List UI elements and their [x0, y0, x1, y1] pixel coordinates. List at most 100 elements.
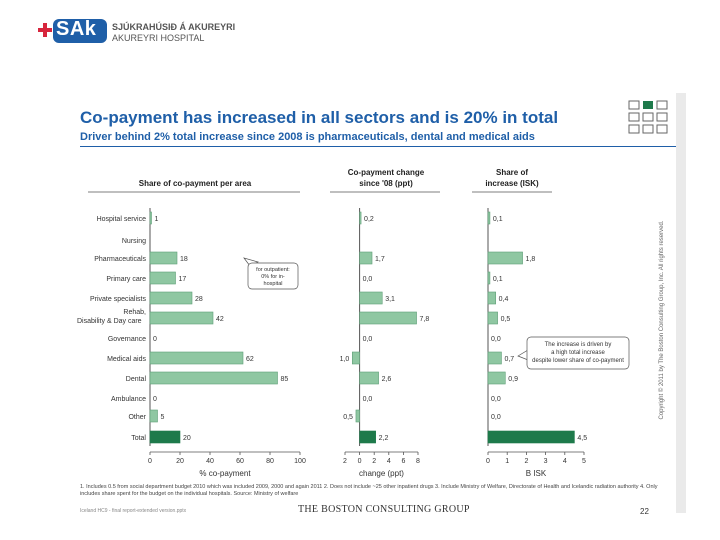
- section-navigator-icon: [628, 100, 668, 134]
- x-tick-label: 5: [582, 458, 586, 465]
- x-tick-label: 0: [486, 458, 490, 465]
- red-cross-icon: [38, 23, 52, 37]
- bcg-logo-text: THE BOSTON CONSULTING GROUP: [298, 504, 470, 515]
- data-label: 20: [183, 435, 191, 442]
- data-label: 1,7: [375, 256, 385, 263]
- bar: [487, 251, 523, 265]
- callout-text: for outpatient:: [256, 267, 290, 273]
- callout-text: hospital: [264, 281, 283, 287]
- logo-mark: SAk: [56, 18, 97, 40]
- data-label: 0,0: [363, 336, 373, 343]
- x-tick-label: 4: [387, 458, 391, 465]
- data-label: 0,4: [499, 296, 509, 303]
- data-label: 1,8: [526, 256, 536, 263]
- data-label: 0,5: [343, 414, 353, 421]
- category-label: Rehab,: [123, 309, 146, 316]
- hospital-name-line2: AKUREYRI HOSPITAL: [112, 33, 205, 43]
- bar: [359, 251, 373, 265]
- bar: [149, 430, 181, 444]
- hospital-logo: [38, 19, 107, 43]
- slide-title: Co-payment has increased in all sectors …: [80, 108, 559, 127]
- panel-title: Share of co-payment per area: [139, 179, 252, 188]
- category-label: Dental: [126, 376, 147, 383]
- title-rule: [80, 146, 676, 147]
- data-label: 17: [179, 276, 187, 283]
- bar: [355, 409, 360, 423]
- bar: [149, 271, 176, 285]
- category-label: Pharmaceuticals: [94, 256, 146, 263]
- x-axis-label: B ISK: [526, 469, 547, 478]
- slide-subtitle: Driver behind 2% total increase since 20…: [80, 131, 535, 143]
- x-axis-label: % co-payment: [199, 469, 251, 478]
- x-tick-label: 2: [524, 458, 528, 465]
- x-tick-label: 6: [401, 458, 405, 465]
- data-label: 0,0: [491, 414, 501, 421]
- data-label: 28: [195, 296, 203, 303]
- x-tick-label: 2: [372, 458, 376, 465]
- category-label: Hospital service: [97, 216, 147, 223]
- bar: [359, 430, 376, 444]
- bar: [149, 311, 214, 325]
- x-tick-label: 20: [176, 458, 184, 465]
- bar: [149, 351, 244, 365]
- x-tick-label: 3: [544, 458, 548, 465]
- copyright-note: Copyright © 2011 by The Boston Consultin…: [659, 220, 665, 420]
- data-label: 0,9: [508, 376, 518, 383]
- data-label: 18: [180, 256, 188, 263]
- x-tick-label: 8: [416, 458, 420, 465]
- data-label: 7,8: [420, 316, 430, 323]
- x-tick-label: 60: [236, 458, 244, 465]
- file-reference: Iceland HC9 - final report-extended vers…: [80, 508, 187, 514]
- category-label: Medical aids: [107, 356, 146, 363]
- callout-text: 0% for in-: [261, 274, 285, 280]
- bar: [487, 371, 506, 385]
- page-number: 22: [640, 507, 649, 516]
- hospital-name: SJÚKRAHÚSIÐ Á AKUREYRI AKUREYRI HOSPITAL: [112, 22, 235, 44]
- x-tick-label: 2: [343, 458, 347, 465]
- panel-title: Share of: [496, 168, 528, 177]
- data-label: 0,2: [364, 216, 374, 223]
- category-label: Ambulance: [111, 396, 146, 403]
- data-label: 2,6: [382, 376, 392, 383]
- category-label: Private specialists: [90, 296, 147, 303]
- category-label: Primary care: [106, 276, 146, 283]
- callout-box: [247, 262, 299, 290]
- panel-title: increase (ISK): [485, 179, 539, 188]
- footnote: 1. Includes 0.5 from social department b…: [80, 484, 658, 497]
- data-label: 0,7: [504, 356, 514, 363]
- data-label: 5: [161, 414, 165, 421]
- x-tick-label: 40: [206, 458, 214, 465]
- callout-text: despite lower share of co-payment: [532, 358, 624, 364]
- bar: [351, 351, 360, 365]
- data-label: 0,5: [501, 316, 511, 323]
- x-axis-label: change (ppt): [359, 469, 404, 478]
- bar: [487, 271, 491, 285]
- category-label: Governance: [108, 336, 146, 343]
- data-label: 2,2: [379, 435, 389, 442]
- bar: [359, 311, 417, 325]
- data-label: 1,0: [340, 356, 350, 363]
- data-label: 0,0: [363, 276, 373, 283]
- bar: [149, 211, 152, 225]
- x-tick-label: 0: [148, 458, 152, 465]
- x-tick-label: 0: [358, 458, 362, 465]
- bar: [487, 211, 491, 225]
- hospital-name-line1: SJÚKRAHÚSIÐ Á AKUREYRI: [112, 22, 236, 32]
- bar: [487, 291, 496, 305]
- bar: [487, 351, 502, 365]
- data-label: 85: [281, 376, 289, 383]
- data-label: 1: [155, 216, 159, 223]
- data-label: 0,1: [493, 216, 503, 223]
- data-label: 42: [216, 316, 224, 323]
- panel-title: since '08 (ppt): [359, 179, 413, 188]
- category-label: Other: [128, 414, 146, 421]
- x-tick-label: 80: [266, 458, 274, 465]
- data-label: 0,0: [491, 336, 501, 343]
- data-label: 0,1: [493, 276, 503, 283]
- data-label: 0: [153, 336, 157, 343]
- bar: [359, 371, 379, 385]
- x-tick-label: 4: [563, 458, 567, 465]
- callout-box: [526, 336, 630, 370]
- callout-text: The increase is driven by: [545, 342, 612, 348]
